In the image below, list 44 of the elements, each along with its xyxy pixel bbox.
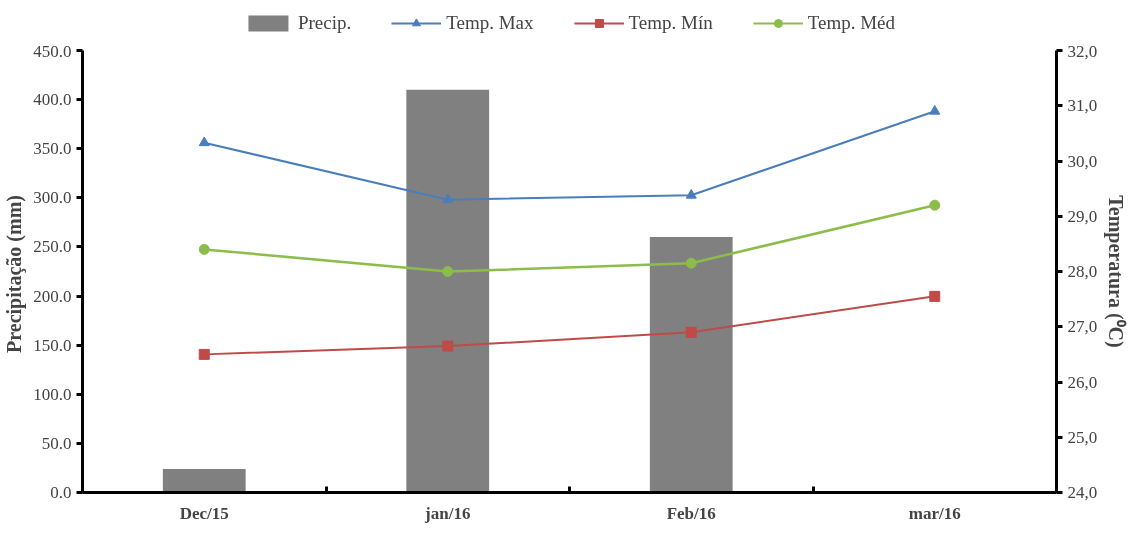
y2-tick-label: 32,0 — [1067, 41, 1098, 61]
legend-label: Temp. Mín — [628, 11, 713, 34]
y-tick-label: 150.0 — [33, 335, 72, 355]
point — [929, 290, 941, 302]
y2-tick-label: 27,0 — [1067, 317, 1098, 337]
point — [442, 340, 454, 352]
x-tick-label: mar/16 — [908, 503, 961, 523]
y-tick-label: 400.0 — [33, 90, 72, 110]
x-tick-label: Dec/15 — [179, 503, 229, 523]
bar — [649, 237, 733, 493]
y-tick-label: 0.0 — [50, 483, 72, 502]
point — [442, 266, 454, 277]
y2-tick-label: 28,0 — [1067, 262, 1098, 281]
point — [929, 199, 941, 211]
point — [685, 257, 697, 269]
y-tick-label: 300.0 — [33, 188, 72, 208]
y2-tick-label: 31,0 — [1067, 96, 1098, 116]
legend-label: Precip. — [297, 11, 352, 34]
y-axis-title: Precipitação (mm) — [3, 195, 27, 353]
x-tick-label: Feb/16 — [666, 503, 716, 523]
y-tick-label: 450.0 — [33, 41, 72, 61]
bar — [162, 468, 246, 493]
legend-label: Temp. Méd — [807, 11, 896, 34]
point — [685, 188, 697, 199]
point — [198, 348, 210, 360]
legend-label: Temp. Max — [446, 11, 534, 34]
y-tick-label: 100.0 — [33, 384, 72, 404]
y2-tick-label: 29,0 — [1067, 206, 1098, 226]
y-tick-label: 250.0 — [33, 237, 72, 257]
y2-axis-title: Temperatura (⁰C) — [1104, 195, 1128, 348]
y-tick-label: 50.0 — [41, 433, 72, 453]
y-tick-label: 200.0 — [33, 286, 72, 306]
point — [442, 193, 454, 204]
y2-tick-label: 24,0 — [1067, 483, 1098, 502]
point — [685, 326, 697, 338]
x-tick-label: jan/16 — [424, 503, 471, 523]
y2-tick-label: 30,0 — [1067, 151, 1098, 171]
y2-tick-label: 25,0 — [1067, 427, 1098, 447]
bar — [406, 89, 490, 493]
point — [929, 105, 941, 115]
y2-tick-label: 26,0 — [1067, 372, 1098, 392]
point — [198, 136, 210, 147]
point — [198, 243, 210, 255]
y-tick-label: 350.0 — [33, 139, 72, 159]
